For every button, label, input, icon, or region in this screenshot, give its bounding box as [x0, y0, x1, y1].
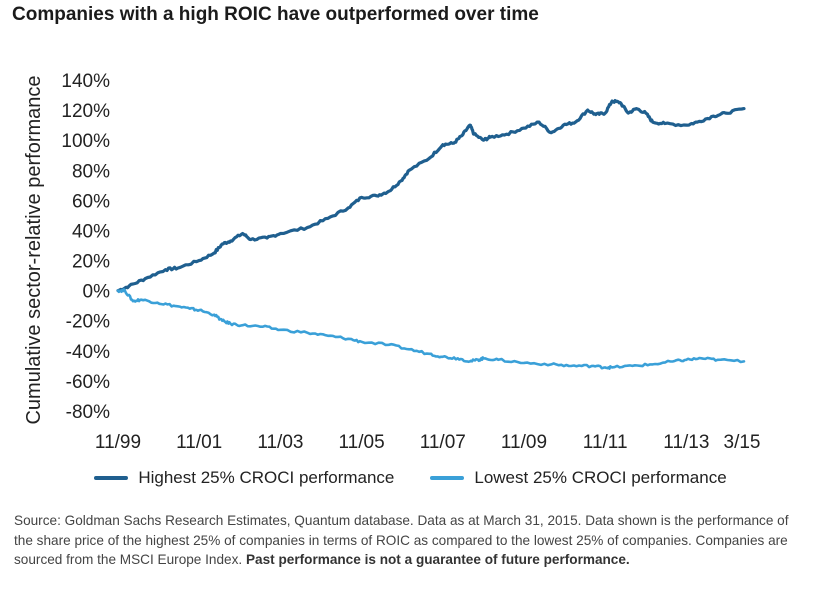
y-tick-label: 100%	[61, 131, 110, 152]
x-tick-label: 11/99	[95, 432, 141, 453]
y-tick-label: -20%	[66, 312, 110, 333]
source-text: Source: Goldman Sachs Research Estimates…	[14, 513, 789, 567]
legend-swatch-highest	[94, 476, 129, 480]
source-disclaimer: Past performance is not a guarantee of f…	[245, 552, 630, 567]
y-tick-label: 120%	[61, 101, 110, 122]
chart-title: Companies with a high ROIC have outperfo…	[12, 4, 539, 25]
series-line-lowest	[116, 288, 746, 370]
legend-label-highest: Highest 25% CROCI performance	[138, 468, 395, 487]
series-line-highest	[116, 99, 746, 293]
legend-swatch-lowest	[430, 476, 465, 480]
legend-item-lowest: Lowest 25% CROCI performance	[430, 468, 727, 488]
x-tick-label: 3/15	[724, 432, 761, 453]
x-tick-label: 11/13	[663, 432, 709, 453]
x-tick-label: 11/03	[257, 432, 303, 453]
series-lines	[116, 99, 746, 370]
y-axis-label: Cumulative sector-relative performance	[23, 75, 45, 424]
legend-item-highest: Highest 25% CROCI performance	[94, 468, 394, 488]
legend: Highest 25% CROCI performance Lowest 25%…	[0, 468, 821, 488]
y-tick-label: -80%	[66, 402, 110, 423]
y-tick-label: 60%	[72, 191, 110, 212]
line-chart: 140% 120% 100% 80% 60% 40% 20% 0% -20% -40% -60% -8…	[23, 71, 761, 453]
x-tick-label: 11/01	[176, 432, 222, 453]
x-tick-label: 11/11	[583, 432, 628, 453]
y-tick-label: 20%	[72, 252, 110, 273]
legend-label-lowest: Lowest 25% CROCI performance	[474, 468, 727, 487]
source-note: Source: Goldman Sachs Research Estimates…	[14, 511, 809, 570]
y-tick-label: 140%	[61, 71, 110, 92]
y-tick-label: 0%	[83, 282, 111, 303]
x-tick-label: 11/09	[501, 432, 547, 453]
y-axis-tick-labels: 140% 120% 100% 80% 60% 40% 20% 0% -20% -40% -60% -8…	[61, 71, 110, 423]
y-tick-label: 80%	[72, 161, 110, 182]
x-tick-label: 11/05	[339, 432, 385, 453]
y-tick-label: -40%	[66, 342, 110, 363]
y-tick-label: 40%	[72, 221, 110, 242]
x-tick-label: 11/07	[420, 432, 466, 453]
y-tick-label: -60%	[66, 372, 110, 393]
x-axis-tick-labels: 11/99 11/01 11/03 11/05 11/07 11/09 11/11 11/13…	[95, 432, 761, 453]
